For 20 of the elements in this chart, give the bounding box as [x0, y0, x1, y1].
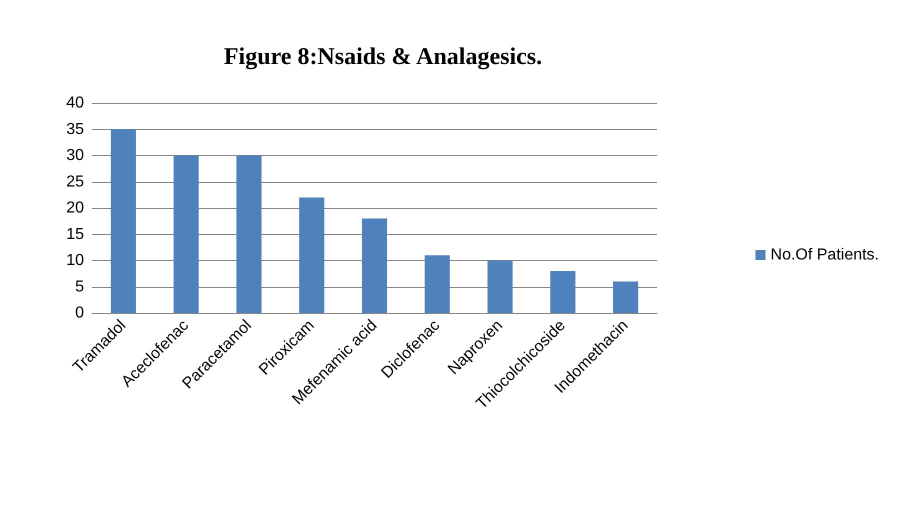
bar — [488, 260, 513, 313]
bar — [299, 198, 324, 313]
y-tick-label: 40 — [66, 94, 84, 112]
y-tick-label: 15 — [66, 226, 84, 243]
chart-title: Figure 8:Nsaids & Analagesics. — [224, 44, 542, 70]
bar — [362, 218, 388, 313]
y-tick-label: 5 — [75, 278, 84, 296]
y-tick-label: 35 — [66, 120, 84, 138]
y-tick-label: 0 — [75, 304, 84, 322]
bar — [236, 156, 262, 313]
y-tick-label: 30 — [66, 147, 84, 164]
bar — [174, 156, 199, 313]
y-tick-label: 20 — [66, 200, 84, 216]
y-tick-label: 25 — [66, 173, 84, 190]
bar — [550, 271, 576, 313]
bar — [613, 282, 638, 313]
y-tick-label: 10 — [66, 252, 84, 269]
legend-label: No.Of Patients. — [770, 246, 880, 264]
bar — [110, 129, 136, 313]
bar — [424, 255, 450, 313]
